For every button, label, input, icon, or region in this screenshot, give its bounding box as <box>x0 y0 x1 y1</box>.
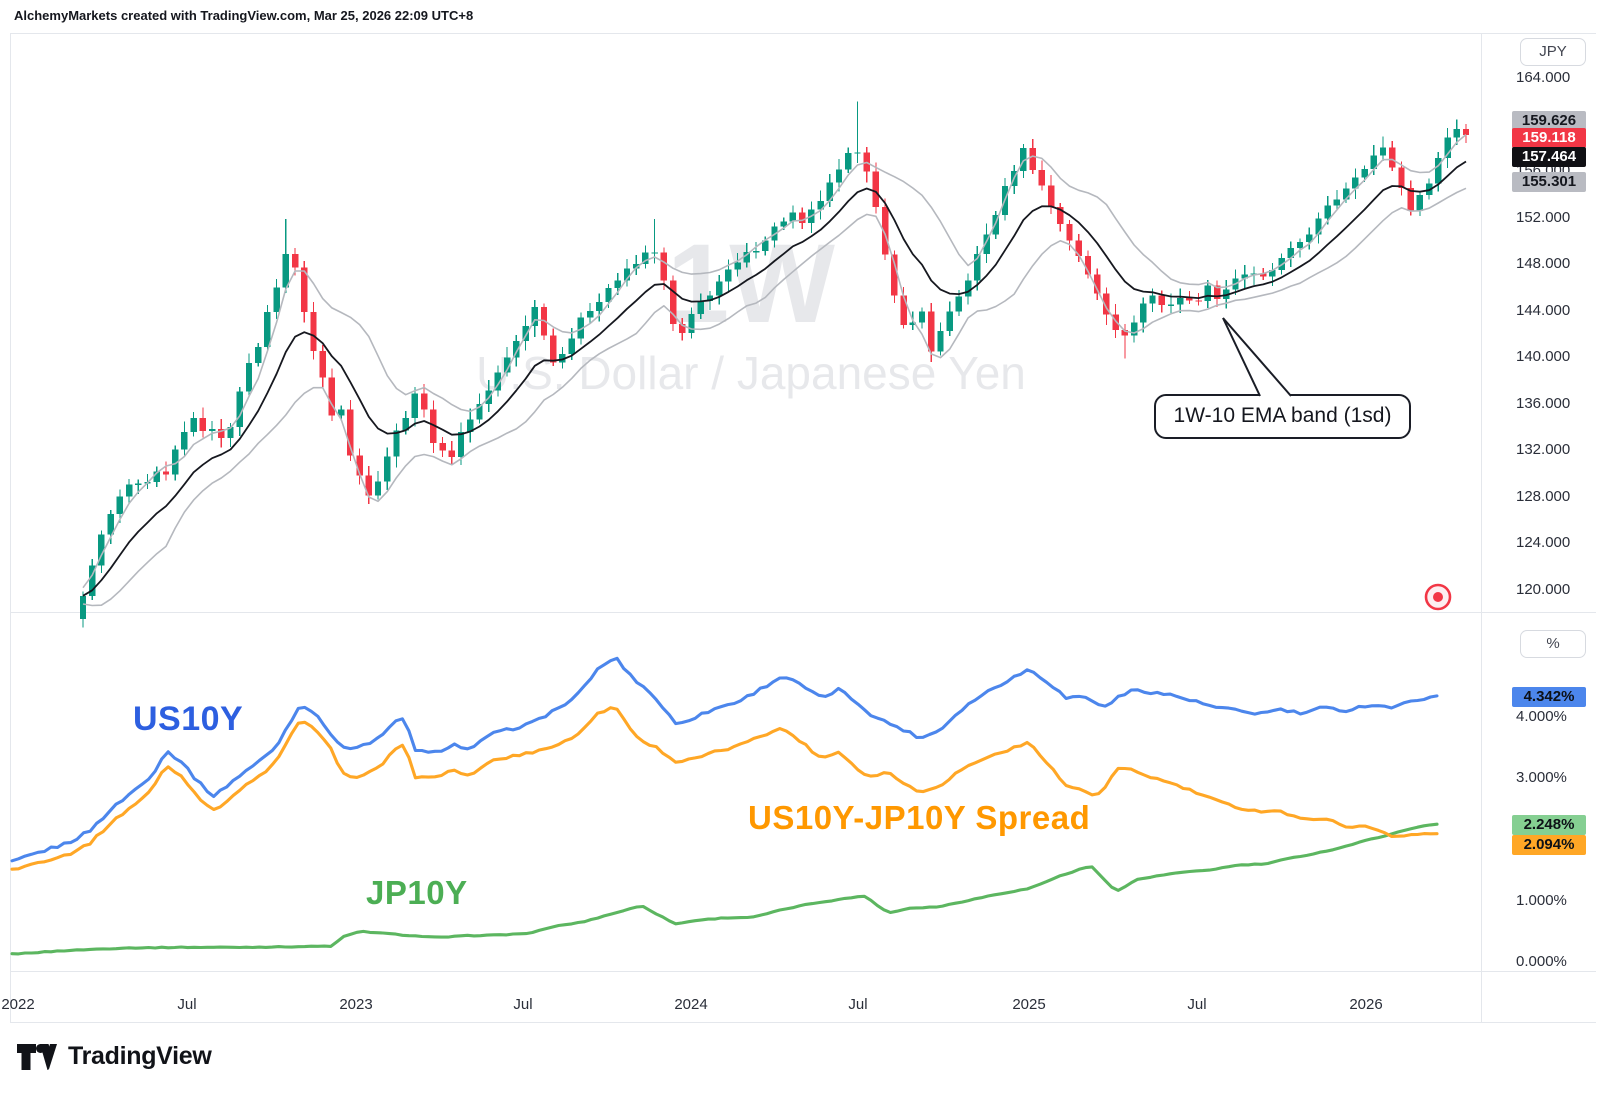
price-tick: 136.000 <box>1516 394 1571 412</box>
percent-tick: 0.000% <box>1516 953 1567 971</box>
time-axis-label[interactable]: 2023 <box>339 996 373 1013</box>
price-tick: 120.000 <box>1516 581 1571 598</box>
lower-scale-unit-button[interactable]: % <box>1520 630 1586 658</box>
time-axis-label[interactable]: Jul <box>177 996 197 1013</box>
price-tick: 140.000 <box>1516 348 1571 366</box>
pane-divider[interactable] <box>10 612 1596 613</box>
spread-series-label: US10Y-JP10Y Spread <box>748 799 1091 836</box>
chart-bottom-border <box>10 1022 1596 1023</box>
price-scale-border[interactable] <box>1481 33 1482 1022</box>
yield-lines <box>10 656 1439 956</box>
price-badge-us10y-last: 4.342% <box>1512 687 1586 707</box>
price-badge-last-price: 159.118 <box>1512 128 1586 148</box>
ema-band-callout[interactable]: 1W-10 EMA band (1sd) <box>1173 404 1392 427</box>
price-tick: 152.000 <box>1516 208 1571 226</box>
us10y-line <box>10 656 1439 863</box>
price-badge-ema-band-upper: 159.626 <box>1512 111 1586 131</box>
price-tick: 124.000 <box>1516 534 1571 552</box>
ema-band-callout-bubble[interactable] <box>1154 317 1411 439</box>
time-axis-border <box>10 971 1596 972</box>
tradingview-logo[interactable]: TradingView <box>16 1042 212 1071</box>
percent-tick: 3.000% <box>1516 769 1567 787</box>
percent-tick: 1.000% <box>1516 891 1567 909</box>
tradingview-logo-icon <box>17 1043 57 1070</box>
record-icon[interactable] <box>1424 583 1452 611</box>
jp10y-line <box>10 822 1439 956</box>
price-tick: 144.000 <box>1516 301 1571 319</box>
chart-top-border <box>10 33 1596 34</box>
attribution-text: AlchemyMarkets created with TradingView.… <box>14 8 474 23</box>
us10y-series-label: US10Y <box>133 700 244 738</box>
price-tick: 128.000 <box>1516 487 1571 505</box>
price-tick: 132.000 <box>1516 441 1571 459</box>
jp10y-series-label: JP10Y <box>366 874 468 911</box>
spread-line <box>10 706 1439 871</box>
time-axis-label[interactable]: 2025 <box>1012 996 1046 1013</box>
tradingview-logo-text: TradingView <box>68 1042 212 1070</box>
time-axis-label[interactable]: Jul <box>1187 996 1207 1013</box>
price-tick: 164.000 <box>1516 69 1571 87</box>
watermark-interval: 1W <box>667 221 835 346</box>
price-badge-ema-mid: 157.464 <box>1512 147 1586 167</box>
price-badge-spread-last: 2.094% <box>1512 835 1586 855</box>
time-axis-label[interactable]: Jul <box>513 996 533 1013</box>
price-badge-jp10y-last: 2.248% <box>1512 815 1586 835</box>
time-axis-label[interactable]: 2024 <box>674 996 708 1013</box>
price-tick: 148.000 <box>1516 255 1571 273</box>
price-badge-ema-band-lower: 155.301 <box>1512 172 1586 192</box>
time-axis-label[interactable]: 2022 <box>1 996 35 1013</box>
time-axis-label[interactable]: 2026 <box>1349 996 1383 1013</box>
time-axis-label[interactable]: Jul <box>848 996 868 1013</box>
chart-left-border <box>10 33 11 1022</box>
percent-tick: 4.000% <box>1516 707 1567 725</box>
main-scale-unit-button[interactable]: JPY <box>1520 38 1586 66</box>
ema-band-overlay <box>82 133 1467 607</box>
